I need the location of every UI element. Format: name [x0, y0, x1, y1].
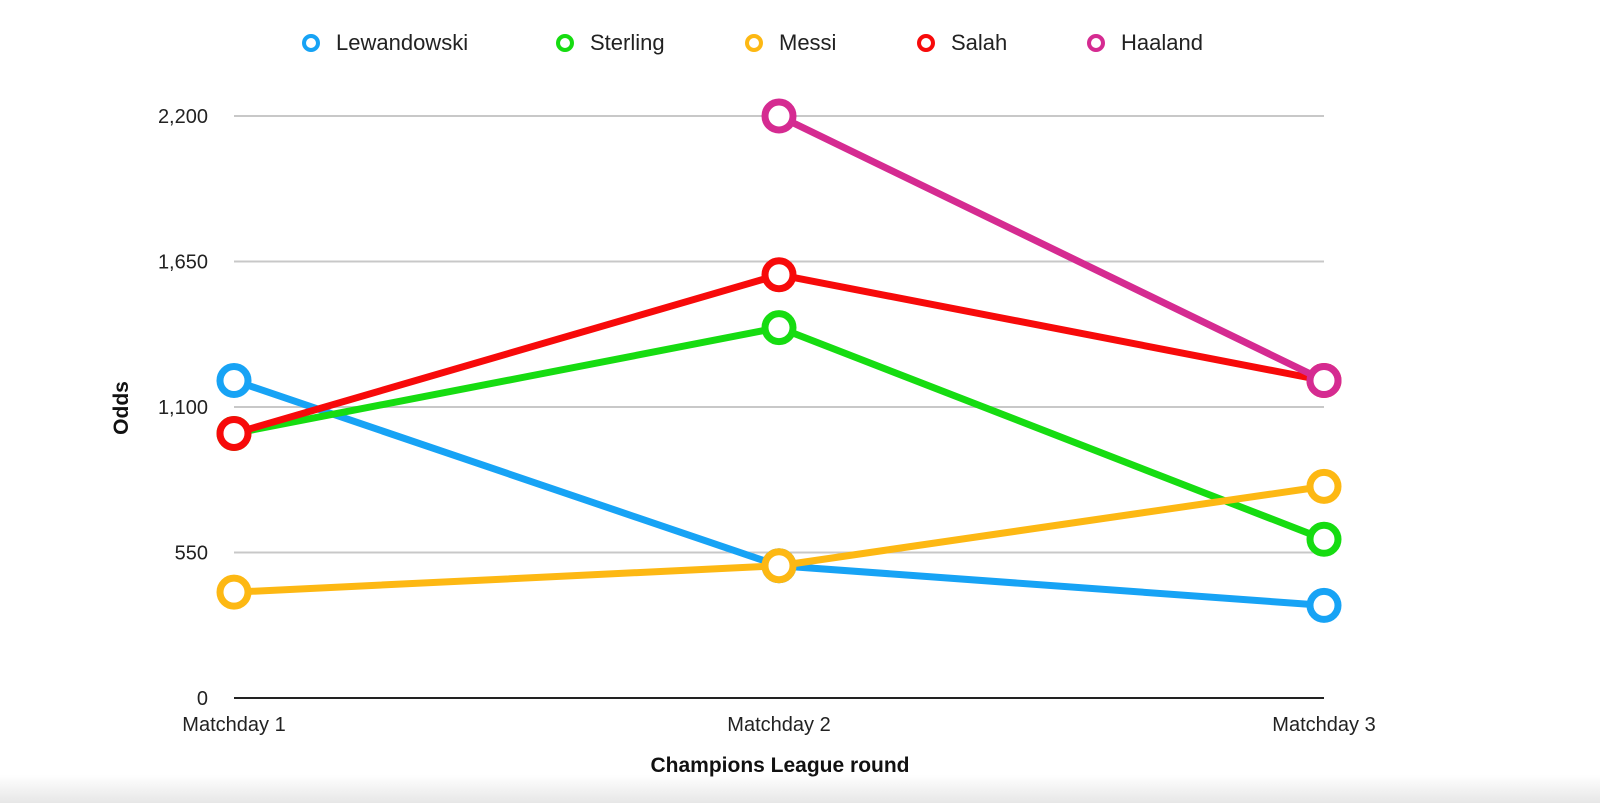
data-point-sterling: [761, 310, 797, 346]
data-point-lewandowski: [1306, 587, 1342, 623]
legend-item-messi[interactable]: Messi: [745, 30, 836, 55]
y-tick-label: 0: [197, 688, 208, 710]
data-point-messi: [1306, 468, 1342, 504]
series-line-haaland: [775, 112, 1328, 385]
legend-label: Messi: [779, 30, 836, 55]
data-point-messi: [761, 548, 797, 584]
legend-item-haaland[interactable]: Haaland: [1087, 30, 1203, 55]
legend: Lewandowski Sterling Messi Salah Haaland: [302, 30, 1203, 55]
legend-marker-icon: [556, 34, 574, 52]
data-point-salah: [216, 415, 252, 451]
data-point-salah: [761, 257, 797, 293]
y-tick-label: 1,650: [158, 252, 208, 274]
legend-label: Salah: [951, 30, 1007, 55]
data-point-haaland: [761, 98, 797, 134]
data-point-haaland: [1306, 363, 1342, 399]
legend-marker-icon: [745, 34, 763, 52]
footer-shade: [0, 775, 1600, 803]
series-salah: [216, 257, 1342, 451]
y-tick-label: 1,100: [158, 397, 208, 419]
x-tick-label: Matchday 3: [1272, 714, 1375, 736]
legend-marker-icon: [917, 34, 935, 52]
x-axis-title: Champions League round: [650, 754, 909, 777]
data-point-lewandowski: [216, 363, 252, 399]
data-point-messi: [216, 574, 252, 610]
series-group: [216, 98, 1342, 623]
legend-label: Sterling: [590, 30, 665, 55]
grid-lines: [234, 115, 1324, 699]
legend-label: Lewandowski: [336, 30, 468, 55]
y-tick-label: 550: [175, 543, 208, 565]
legend-marker-icon: [1087, 34, 1105, 52]
legend-item-lewandowski[interactable]: Lewandowski: [302, 30, 468, 55]
legend-item-sterling[interactable]: Sterling: [556, 30, 665, 55]
legend-marker-icon: [302, 34, 320, 52]
y-tick-label: 2,200: [158, 106, 208, 128]
data-point-sterling: [1306, 521, 1342, 557]
x-tick-label: Matchday 2: [727, 714, 830, 736]
legend-label: Haaland: [1121, 30, 1203, 55]
series-haaland: [761, 98, 1342, 399]
y-axis-ticks: 0 550 1,100 1,650 2,200: [158, 106, 208, 710]
y-axis-title: Odds: [110, 381, 133, 435]
legend-item-salah[interactable]: Salah: [917, 30, 1007, 55]
series-messi: [216, 468, 1342, 610]
x-axis-ticks: Matchday 1 Matchday 2 Matchday 3: [182, 714, 1375, 736]
x-tick-label: Matchday 1: [182, 714, 285, 736]
